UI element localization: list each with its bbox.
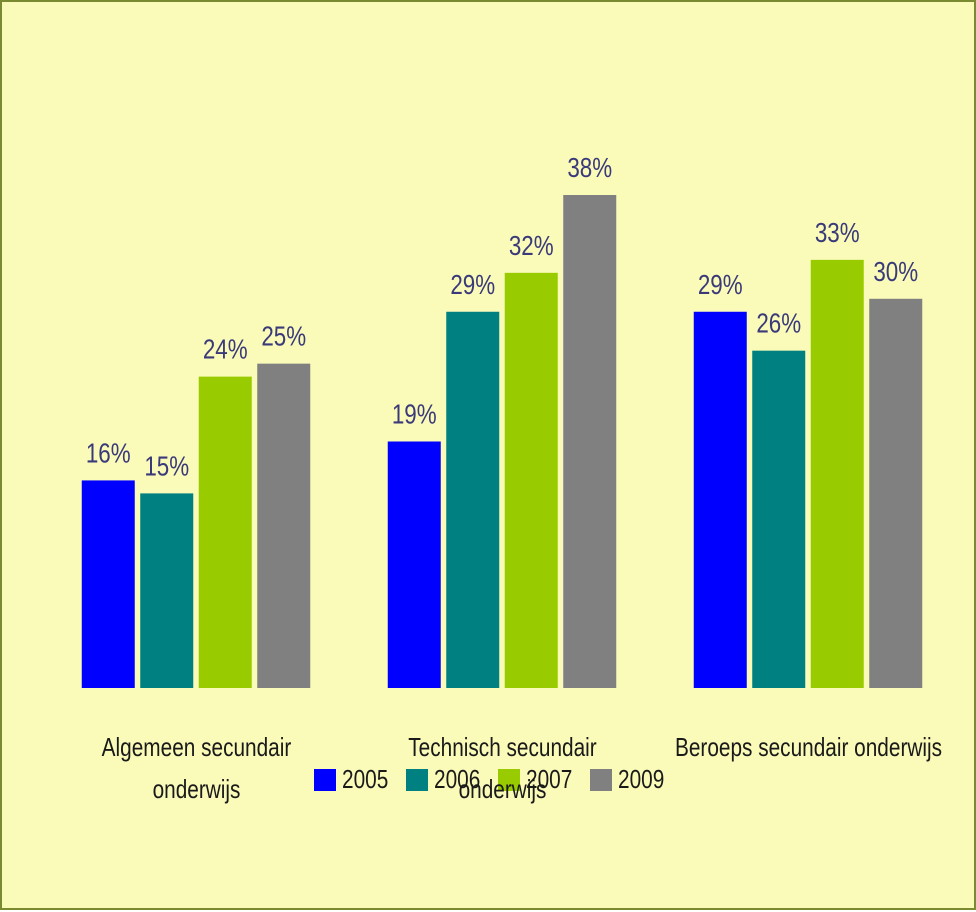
data-label: 16% [86, 438, 131, 469]
data-label-group: 32% [509, 231, 554, 262]
bar [446, 311, 500, 688]
bar [869, 298, 923, 688]
data-label-group: 24% [203, 334, 248, 365]
data-label-group: 19% [392, 399, 437, 430]
legend-label: 2006 [434, 764, 481, 794]
data-label-group: 38% [567, 153, 612, 184]
data-label: 26% [756, 308, 801, 339]
legend-label: 2005 [342, 764, 389, 794]
data-label-group: 26% [756, 308, 801, 339]
legend-label: 2009 [617, 764, 665, 794]
bar [387, 441, 441, 688]
legend-item: 2007 [498, 764, 574, 795]
data-label: 29% [450, 269, 495, 300]
legend-label: 2007 [526, 764, 573, 794]
legend-item: 2005 [314, 764, 390, 795]
legend: 2005 2006 2007 2009 [2, 764, 976, 795]
data-label: 29% [698, 269, 743, 300]
bar [257, 363, 311, 688]
data-label: 30% [873, 256, 918, 287]
bar [504, 272, 558, 688]
bar [140, 493, 194, 688]
bar [693, 311, 747, 688]
bar [81, 480, 135, 688]
data-label: 33% [815, 218, 860, 249]
data-label: 15% [144, 451, 189, 482]
category-label: Beroeps secundair onderwijs [674, 732, 942, 762]
data-label: 19% [392, 399, 437, 430]
category-label: Technisch secundair onderwijs [407, 732, 597, 804]
data-label-group: 25% [261, 321, 306, 352]
data-label-group: 16% [86, 438, 131, 469]
legend-swatch [498, 768, 520, 791]
bar [810, 259, 864, 688]
data-label-group: 30% [873, 256, 918, 287]
data-label: 25% [261, 321, 306, 352]
bar [563, 195, 617, 688]
category-label: Algemeen secundair onderwijs [101, 732, 291, 804]
data-label-group: 29% [450, 269, 495, 300]
data-label-group: 15% [144, 451, 189, 482]
data-label: 32% [509, 231, 554, 262]
data-label: 38% [567, 153, 612, 184]
data-label-group: 33% [815, 218, 860, 249]
bar [752, 350, 806, 688]
legend-swatch [406, 768, 429, 791]
legend-item: 2006 [406, 764, 482, 795]
data-label: 24% [203, 334, 248, 365]
bar [198, 376, 252, 688]
legend-swatch [314, 768, 337, 791]
legend-item: 2009 [589, 764, 666, 795]
legend-swatch [589, 768, 612, 791]
data-label-group: 29% [698, 269, 743, 300]
